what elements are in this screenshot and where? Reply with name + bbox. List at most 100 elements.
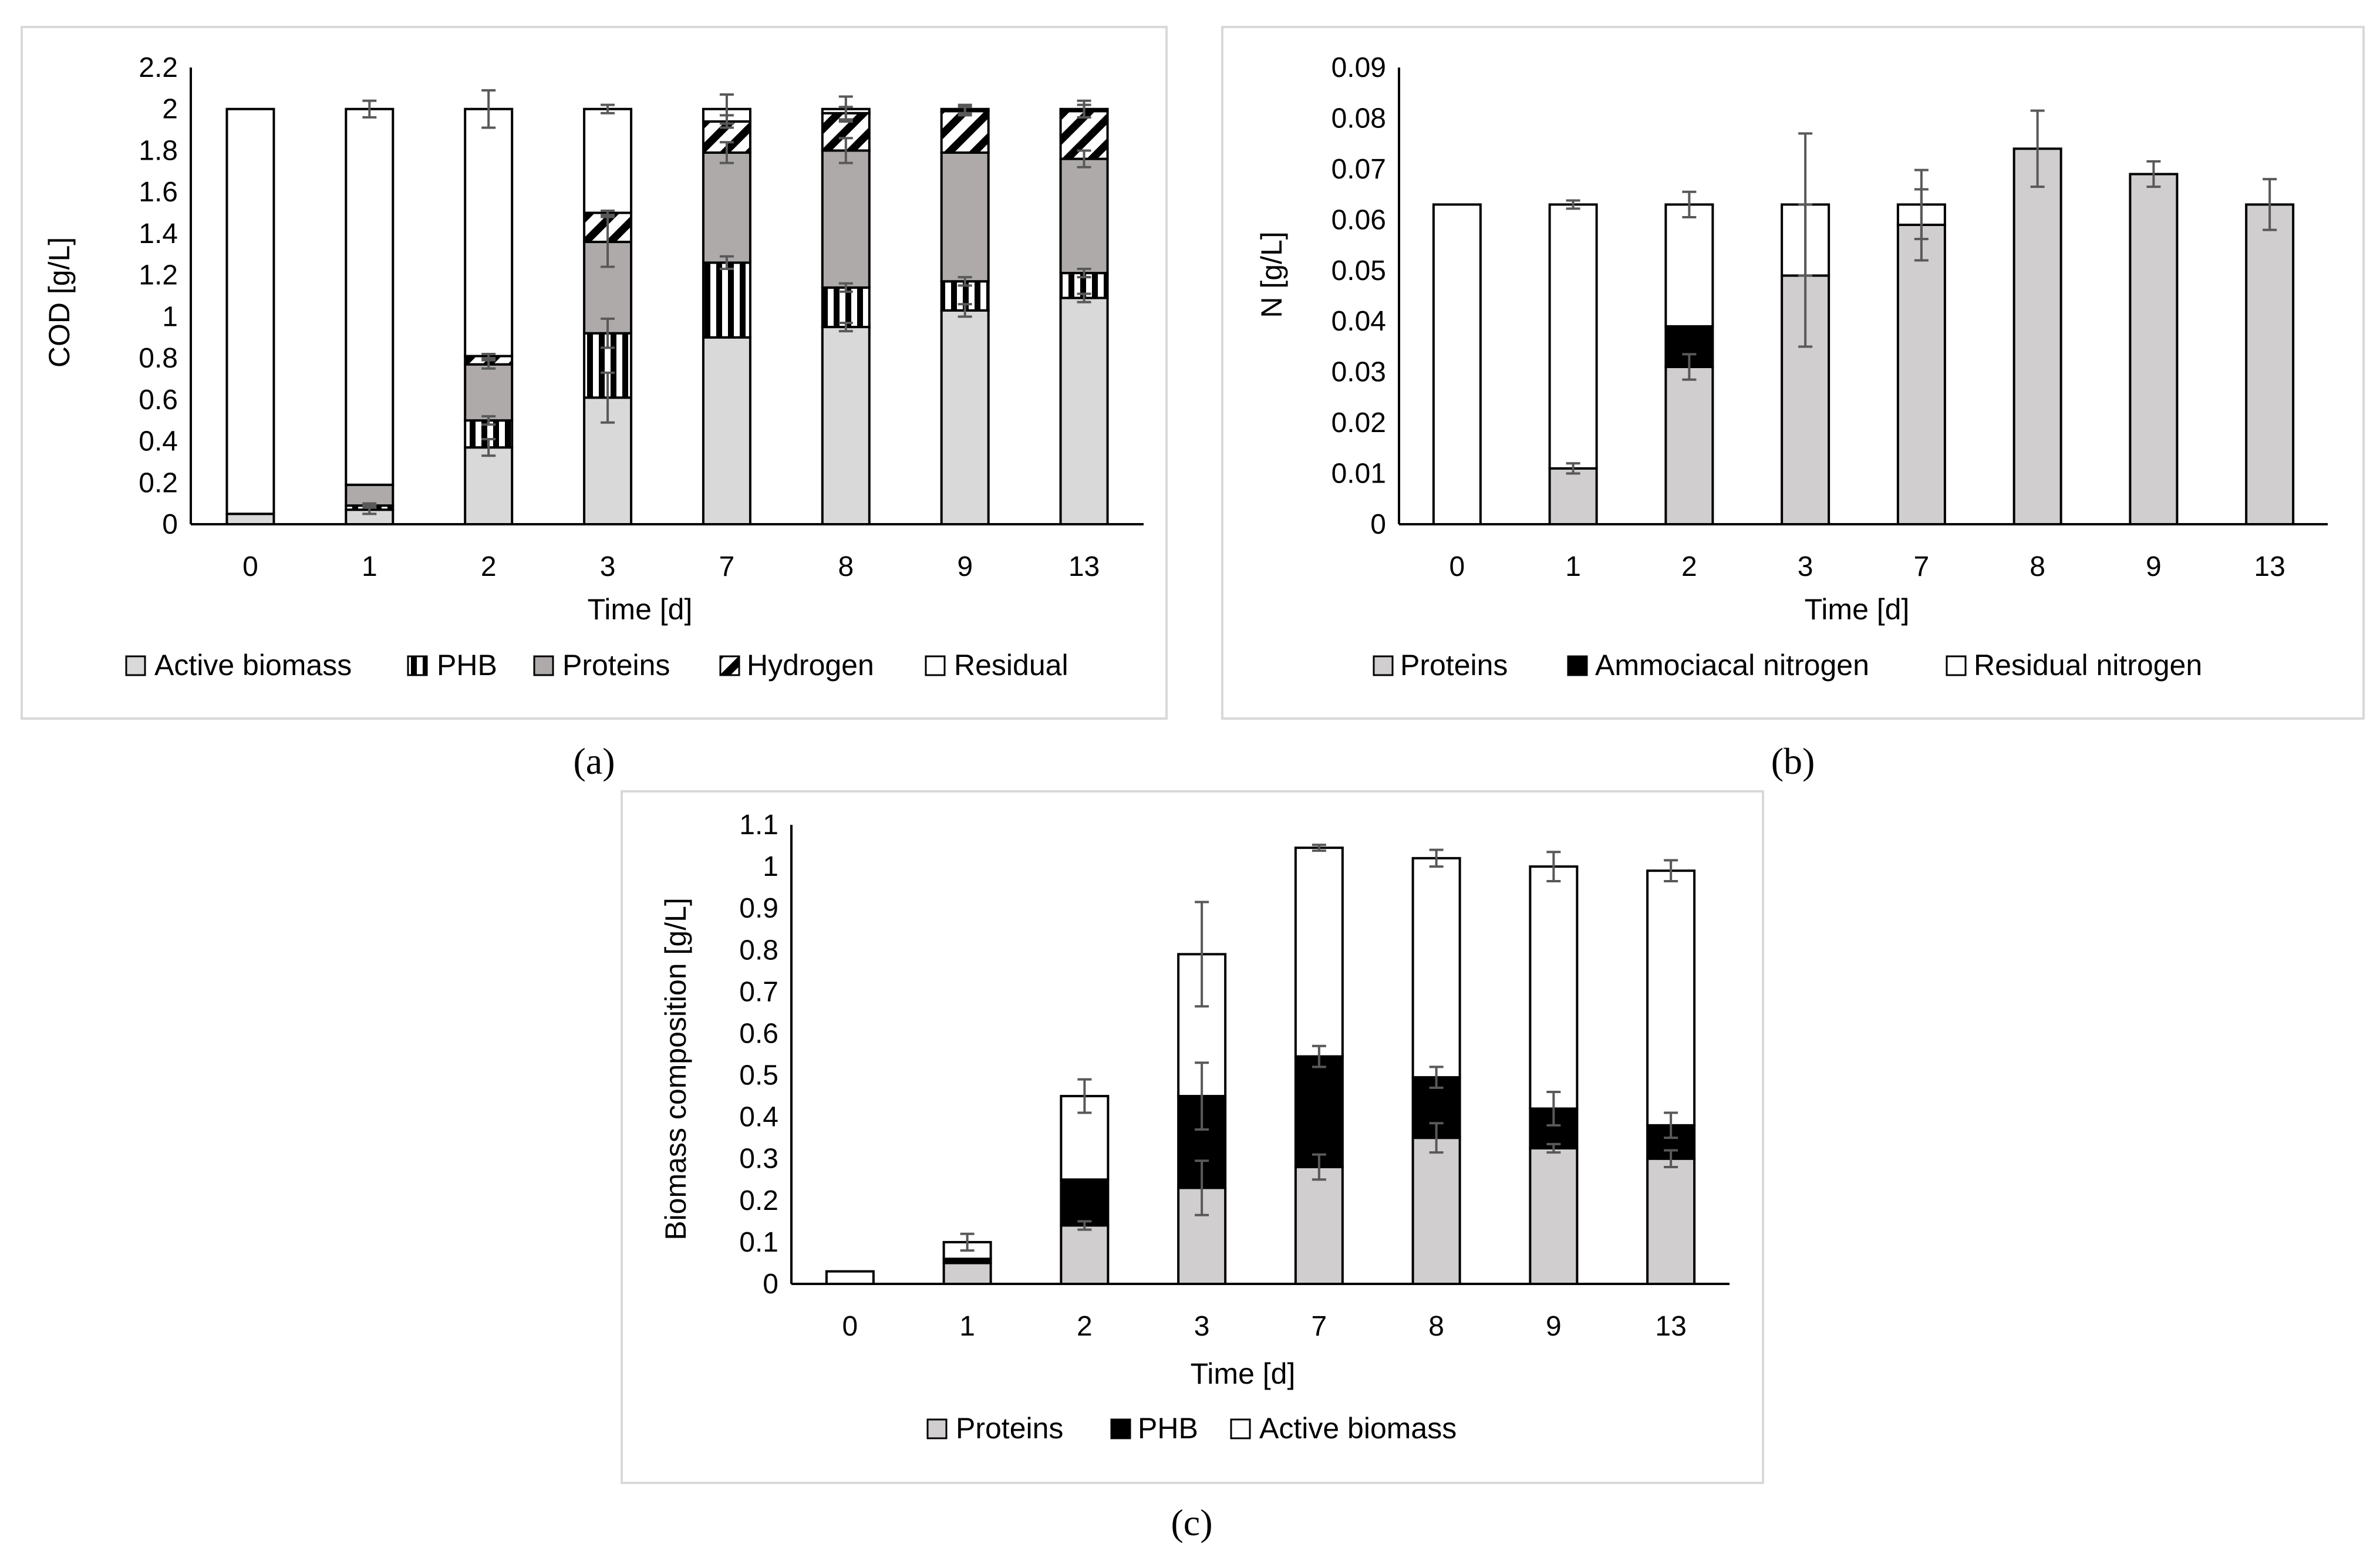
y-tick-label: 0.1 [739,1227,778,1258]
y-tick-label: 2.2 [139,52,178,83]
x-tick-label: 3 [600,551,616,582]
error-bar [838,137,853,164]
y-tick-label: 2 [162,94,178,125]
legend-item: PHB [1110,1412,1198,1445]
legend-swatch-proteins [533,655,554,676]
error-bar [958,276,972,287]
panel-a-errorbars [362,89,1091,515]
panel-c-caption: (c) [1171,1502,1212,1543]
y-tick-label: 1.6 [139,177,178,208]
error-bar [362,99,377,119]
x-tick-label: 1 [362,551,377,582]
error-bar [958,303,972,318]
legend-item: Proteins [926,1412,1063,1445]
bar-segment-active-biomass [821,326,871,526]
panel-b-legend: Proteins Ammociacal nitrogen Residual ni… [1373,649,2202,682]
bar-segment-proteins [940,151,990,283]
error-bar [1429,1066,1444,1089]
bar-segment-phb [702,261,751,339]
x-tick-label: 7 [719,551,735,582]
legend-item: Residual nitrogen [1946,649,2202,682]
legend-item: Residual [925,649,1068,682]
error-bar [1312,1044,1326,1068]
x-tick-label: 0 [1449,551,1465,582]
error-bar [1682,190,1697,219]
legend-item: Proteins [533,649,670,682]
error-bar [1798,132,1813,277]
error-bar [2146,160,2161,188]
x-tick-label: 13 [2254,551,2285,582]
y-tick-label: 0.3 [739,1144,778,1175]
y-tick-label: 0 [1370,509,1386,540]
y-tick-label: 0.8 [739,935,778,966]
legend-label: PHB [437,649,497,682]
legend-item: Active biomass [1230,1412,1457,1445]
bar-segment-residual-nitrogen [1664,203,1714,328]
legend-swatch-phb [1110,1418,1131,1439]
bar-segment-active-biomass [1646,869,1696,1127]
error-bar [481,359,496,370]
y-tick-label: 0.2 [139,467,178,498]
error-bar [1546,851,1561,882]
error-bar [601,210,615,217]
error-bar [719,93,734,125]
error-bar [958,103,972,114]
error-bar [838,95,853,123]
bar-segment-active-biomass [702,336,751,526]
bar-segment-hydrogen [940,110,990,154]
bar-segment-residual-nitrogen [1548,203,1598,470]
y-tick-label: 0.02 [1331,407,1386,439]
bar-segment-proteins [1060,1224,1110,1285]
bar-segment-phb [821,286,871,329]
x-tick-label: 2 [1077,1311,1093,1342]
bar-segment-phb [1060,1178,1110,1227]
bar-segment-proteins [1059,157,1109,275]
x-tick-label: 8 [1428,1311,1444,1342]
bar-segment-active-biomass [1529,865,1579,1110]
error-bar [960,1232,975,1252]
y-tick-label: 0.03 [1331,357,1386,388]
bar-segment-active-biomass [1059,296,1109,525]
bar-segment-proteins [2012,147,2062,526]
panel-c-errorbars [960,844,1678,1252]
bar-segment-proteins [2245,203,2295,525]
legend-swatch-active-biomass [125,655,146,676]
error-bar [481,438,496,457]
error-bar [1429,1122,1444,1154]
x-tick-label: 3 [1798,551,1813,582]
y-tick-label: 0.09 [1331,52,1386,83]
y-tick-label: 1.2 [139,260,178,291]
y-tick-label: 0 [162,509,178,540]
legend-label: Residual [954,649,1068,682]
error-bar [1195,1159,1209,1216]
bar-segment-proteins [464,363,514,422]
legend-swatch-residual-nitrogen [1946,655,1967,676]
x-tick-label: 7 [1312,1311,1327,1342]
error-bar [601,317,615,349]
bar-segment-active-biomass [940,309,990,525]
legend-label: Ammociacal nitrogen [1595,649,1869,682]
bar-segment-active-biomass [464,446,514,525]
error-bar [481,89,496,129]
legend-swatch-proteins [1373,655,1394,676]
x-tick-label: 0 [842,1311,858,1342]
legend-swatch-proteins [926,1418,948,1439]
error-bar [1195,901,1209,1008]
panel-a-xlabel: Time [d] [588,593,693,626]
legend-swatch-residual [925,655,946,676]
y-tick-label: 1.8 [139,135,178,166]
legend-label: Proteins [1400,649,1508,682]
error-bar [1312,1153,1326,1181]
error-bar [1546,1090,1561,1127]
y-tick-label: 0.6 [139,385,178,416]
panel-a-legend: Active biomass PHB Proteins Hydrogen Res… [125,649,1068,682]
y-tick-label: 0.5 [739,1060,778,1091]
error-bar [1077,149,1091,168]
bar-segment-active-biomass [825,1270,875,1285]
error-bar [601,215,615,268]
error-bar [1077,99,1091,119]
bar-segment-proteins [2129,173,2179,525]
error-bar [838,282,853,293]
bar-segment-proteins [702,151,751,264]
y-tick-label: 1.1 [739,810,778,841]
